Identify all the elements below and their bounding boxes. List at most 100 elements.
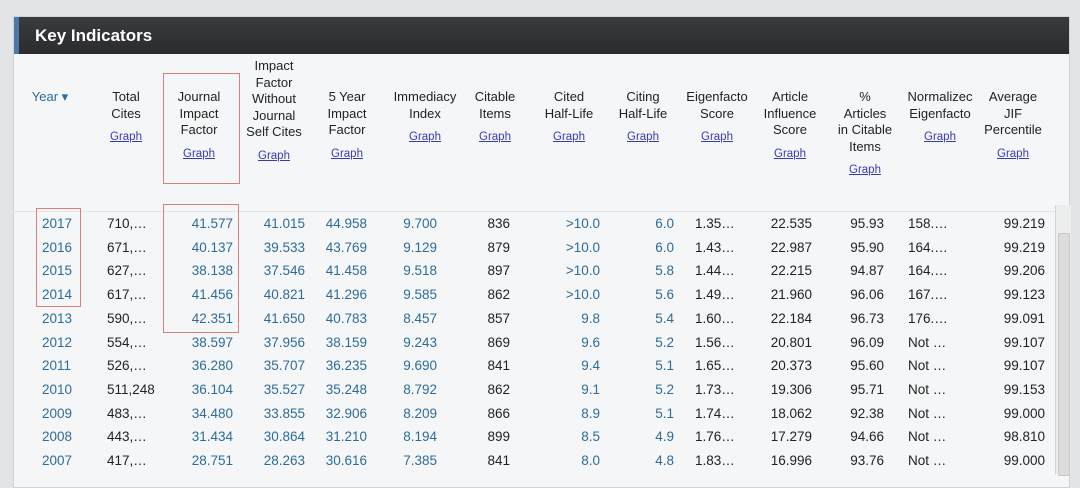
graph-link[interactable]: Graph [849,164,881,176]
year-link[interactable]: 2011 [42,358,72,374]
cell-immediacy-index: 9.129 [403,239,437,255]
year-link[interactable]: 2014 [42,287,73,303]
graph-link[interactable]: Graph [409,131,441,143]
cell-if-without-self-cites: 35.707 [263,358,305,374]
cell-citing-half-life: 4.9 [655,429,674,445]
cell-average-jif-percentile: 99.123 [1003,287,1045,303]
cell-immediacy-index: 8.194 [403,429,437,445]
cell-journal-impact-factor: 36.280 [191,358,233,374]
cell-immediacy-index: 7.385 [403,453,437,468]
column-header-label: Citing Half-Life [618,89,668,121]
cell-five-year-if: 35.248 [325,381,367,397]
column-header-cited-half-life: Cited Half-Life Graph [536,89,602,146]
column-header-label: Impact Factor Without Journal Self Cites [246,58,302,139]
year-link[interactable]: 2017 [42,216,73,231]
year-link[interactable]: 2010 [42,381,73,397]
cell-eigenfactor-score: 1.43… [695,239,735,255]
cell-citing-half-life: 6.0 [655,239,674,255]
cell-citable-items: 862 [487,287,510,303]
column-header-year[interactable]: Year ▾ [25,89,75,106]
cell-immediacy-index: 9.690 [403,358,437,374]
cell-pct-articles-citable: 95.90 [850,239,884,255]
cell-journal-impact-factor: 40.137 [191,239,233,255]
highlight-box-jif-header [163,73,240,184]
cell-total-cites: 417,… [107,453,147,468]
cell-article-influence-score: 17.279 [770,429,812,445]
year-link[interactable]: 2016 [42,239,73,255]
cell-cited-half-life: >10.0 [565,239,600,255]
cell-average-jif-percentile: 99.000 [1003,453,1045,468]
cell-five-year-if: 36.235 [325,358,367,374]
cell-if-without-self-cites: 33.855 [263,405,305,421]
cell-citable-items: 836 [487,216,510,231]
cell-normalized-eigenfactor: 167.… [908,287,948,303]
graph-link[interactable]: Graph [183,147,215,160]
cell-pct-articles-citable: 92.38 [850,405,884,421]
year-link[interactable]: 2009 [42,405,73,421]
cell-five-year-if: 32.906 [325,405,367,421]
cell-citing-half-life: 6.0 [655,216,674,231]
cell-journal-impact-factor: 41.456 [191,287,233,303]
cell-journal-impact-factor: 36.104 [191,381,233,397]
cell-five-year-if: 38.159 [325,334,367,350]
year-link[interactable]: 2013 [42,310,73,326]
cell-average-jif-percentile: 99.091 [1003,310,1045,326]
cell-journal-impact-factor: 31.434 [191,429,233,445]
column-header-label: Average JIF Percentile [984,89,1042,137]
graph-link[interactable]: Graph [553,131,585,143]
cell-eigenfactor-score: 1.83… [695,453,735,468]
cell-normalized-eigenfactor: 164.… [908,239,948,255]
graph-link[interactable]: Graph [331,147,363,160]
cell-average-jif-percentile: 99.107 [1003,358,1045,374]
cell-pct-articles-citable: 95.93 [850,216,884,231]
key-indicators-panel: Key Indicators [13,16,1070,488]
cell-article-influence-score: 22.987 [770,239,812,255]
graph-link[interactable]: Graph [997,147,1029,160]
cell-normalized-eigenfactor: 158.… [908,216,948,231]
cell-cited-half-life: 9.6 [581,334,600,350]
year-link[interactable]: 2015 [42,263,73,279]
cell-citing-half-life: 5.4 [655,310,674,326]
column-header-label: Normalizec Eigenfacto [907,89,973,121]
graph-link[interactable]: Graph [479,131,511,143]
scrollbar-thumb[interactable] [1058,233,1070,476]
cell-pct-articles-citable: 95.71 [850,381,884,397]
graph-link[interactable]: Graph [110,131,142,143]
column-header-label: Year ▾ [31,89,69,104]
cell-average-jif-percentile: 99.219 [1003,239,1045,255]
highlight-box-years [36,208,81,307]
cell-article-influence-score: 18.062 [770,405,812,421]
cell-total-cites: 554,… [107,334,147,350]
graph-link[interactable]: Graph [774,147,806,160]
cell-cited-half-life: 9.4 [581,358,600,374]
column-header-eigenfactor-score: Eigenfacto Score Graph [682,89,752,146]
cell-if-without-self-cites: 37.546 [263,263,305,279]
year-link[interactable]: 2012 [42,334,73,350]
cell-eigenfactor-score: 1.60… [695,310,735,326]
cell-normalized-eigenfactor: Not … [908,381,947,397]
graph-link[interactable]: Graph [701,131,733,143]
graph-link[interactable]: Graph [258,149,290,162]
cell-normalized-eigenfactor: Not … [908,358,947,374]
column-header-if-without-self-cites: Impact Factor Without Journal Self Cites… [239,58,309,164]
column-header-label: Journal Impact Factor [177,89,221,137]
graph-link[interactable]: Graph [627,131,659,143]
cell-immediacy-index: 9.518 [403,263,437,279]
year-link[interactable]: 2008 [42,429,73,445]
year-link[interactable]: 2007 [42,453,73,468]
cell-journal-impact-factor: 41.577 [191,216,233,231]
cell-citing-half-life: 5.2 [655,381,674,397]
cell-cited-half-life: 9.8 [581,310,600,326]
cell-eigenfactor-score: 1.73… [695,381,735,397]
cell-citing-half-life: 5.8 [655,263,674,279]
header-divider [13,211,1055,212]
cell-eigenfactor-score: 1.65… [695,358,735,374]
cell-cited-half-life: >10.0 [565,263,600,279]
vertical-scrollbar[interactable] [1055,205,1071,476]
column-header-journal-impact-factor: Journal Impact Factor Graph [164,89,234,162]
cell-if-without-self-cites: 35.527 [263,381,305,397]
column-header-label: Total Cites [111,89,141,121]
cell-eigenfactor-score: 1.44… [695,263,735,279]
column-header-pct-articles-citable: % Articles in Citable Items Graph [830,89,900,179]
graph-link[interactable]: Graph [924,131,956,143]
